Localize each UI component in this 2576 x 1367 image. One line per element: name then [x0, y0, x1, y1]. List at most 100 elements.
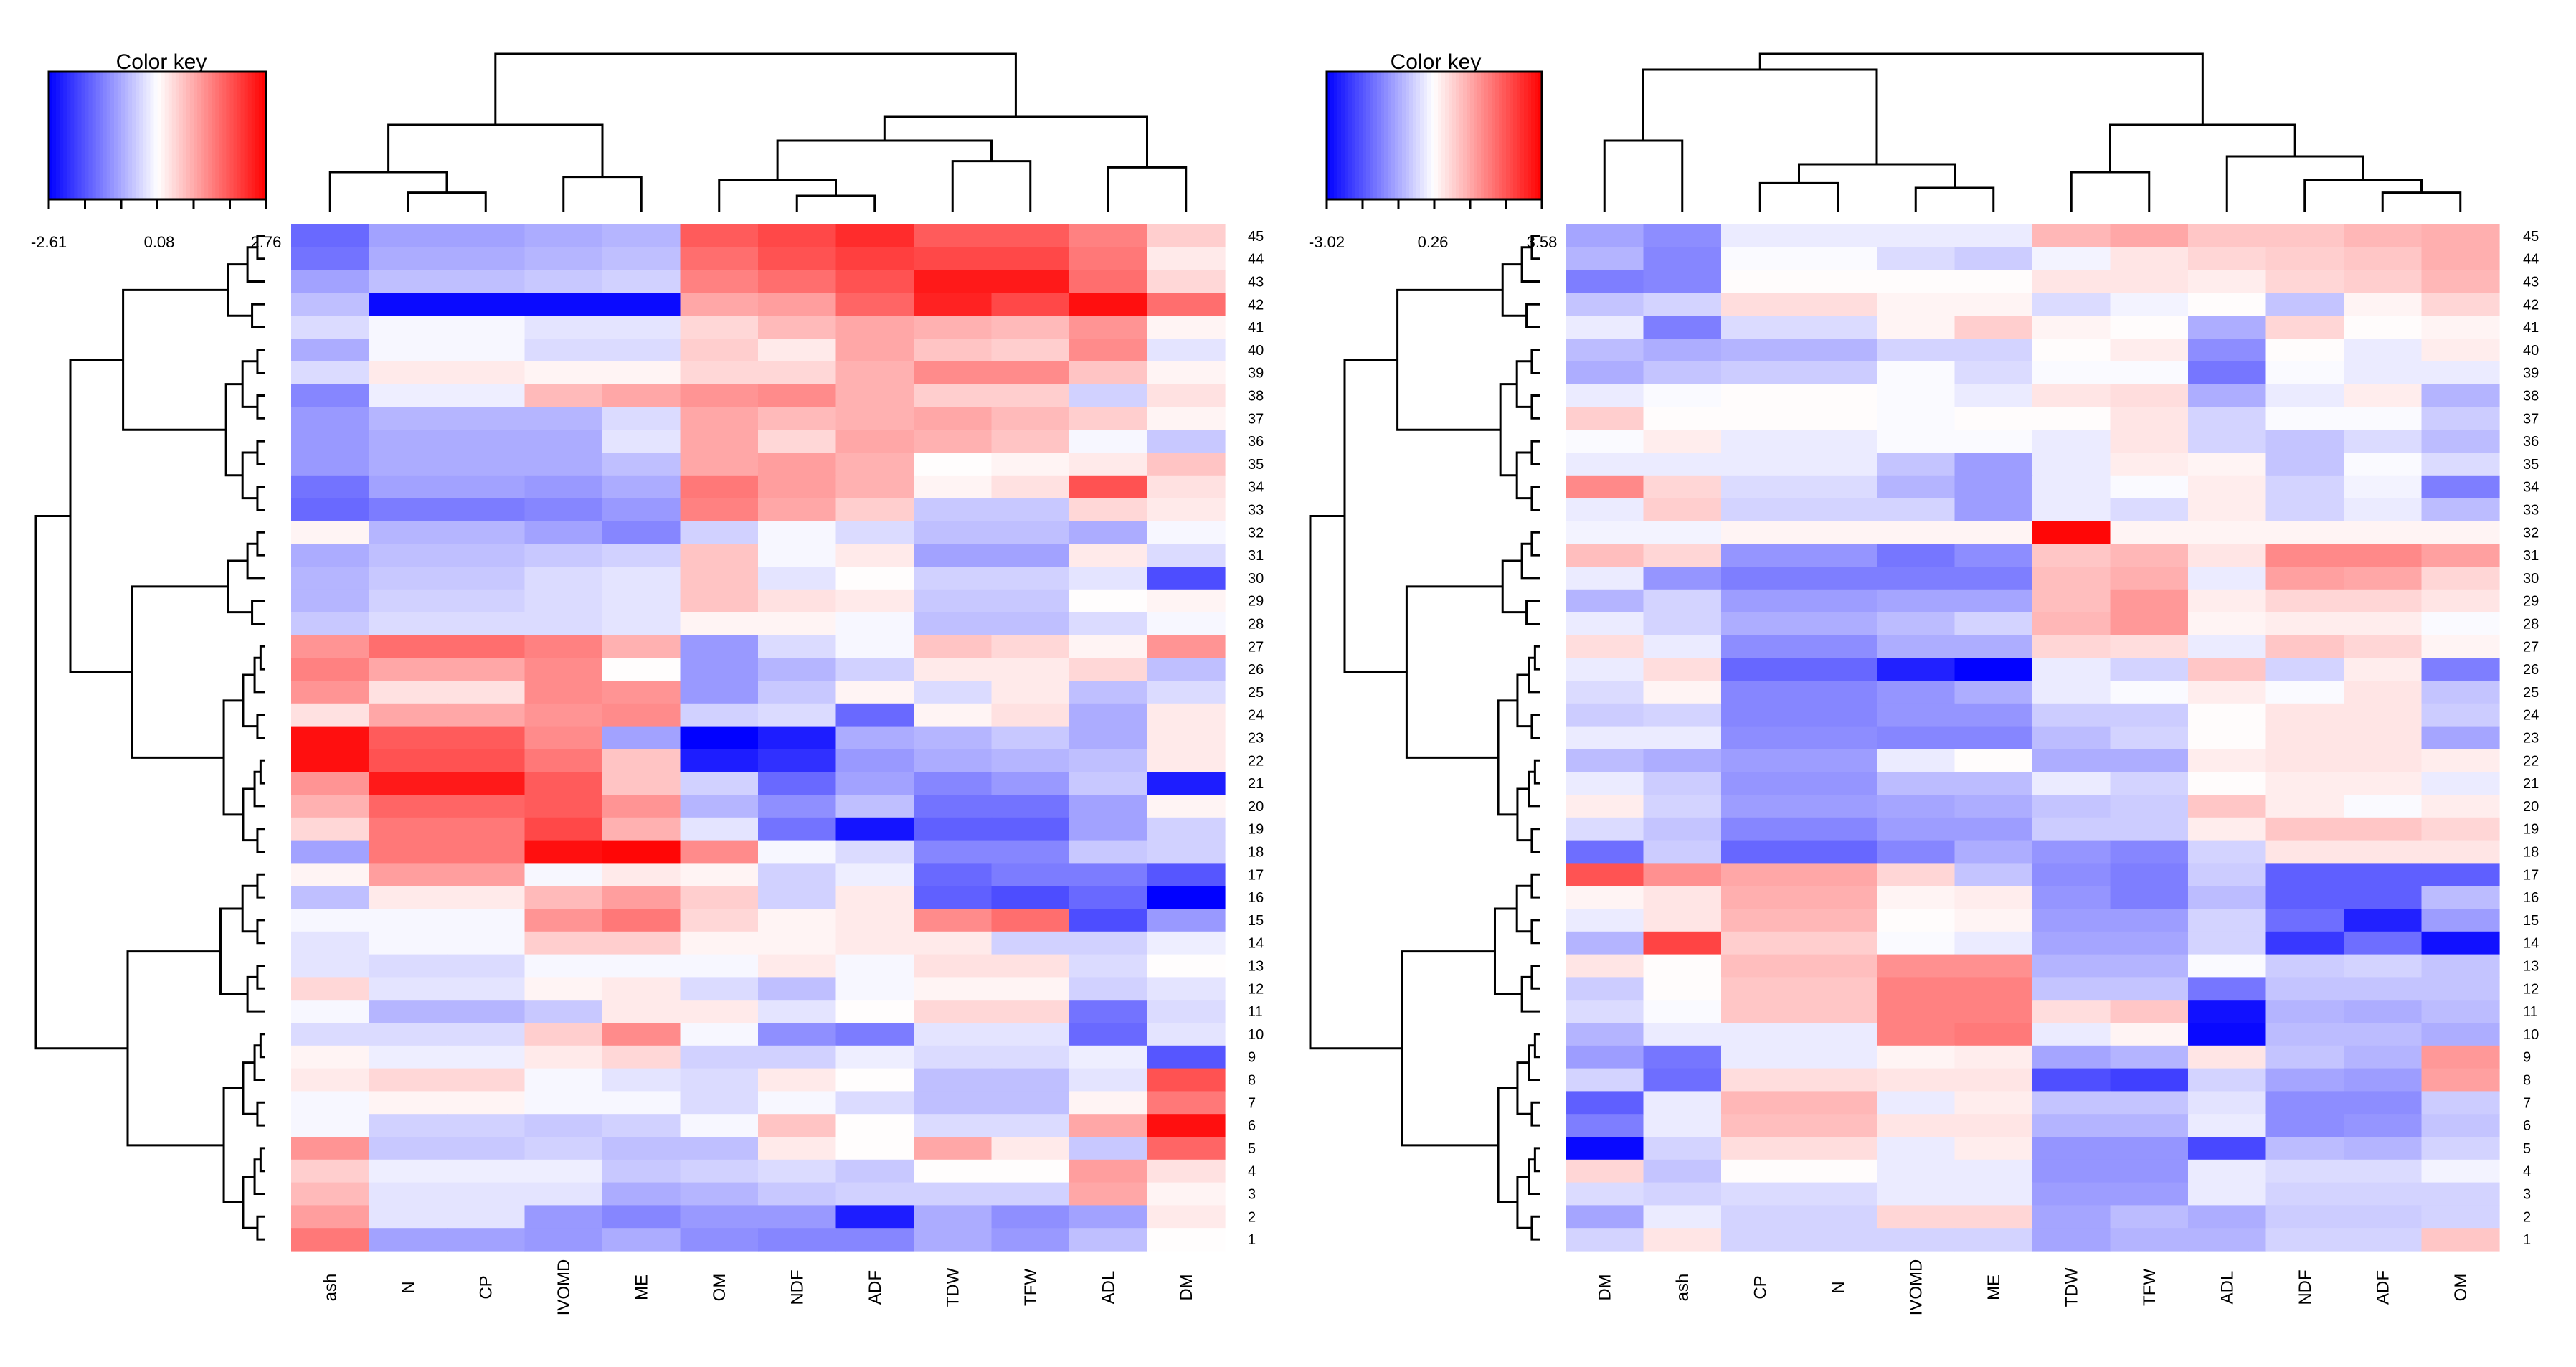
left-cell-r34-CP: [447, 475, 526, 499]
right-cell-r32-IVOMD: [1877, 521, 1956, 544]
right-cell-r29-ash: [1643, 589, 1722, 613]
left-row-dendrogram-branch: [222, 1087, 243, 1203]
left-cell-r38-CP: [447, 384, 526, 407]
left-cell-r41-ash: [291, 316, 370, 339]
left-cell-r16-IVOMD: [524, 886, 603, 909]
right-cell-r25-IVOMD: [1877, 681, 1956, 704]
right-cell-r7-ADL: [2188, 1091, 2267, 1115]
left-row-label: 27: [1248, 639, 1264, 655]
right-cell-r20-NDF: [2265, 795, 2344, 818]
right-row-label: 35: [2523, 457, 2539, 473]
left-cell-r11-ME: [602, 1000, 681, 1023]
right-cell-r16-N: [1799, 886, 1877, 909]
left-cell-r24-TDW: [914, 703, 993, 727]
left-cell-r18-IVOMD: [524, 840, 603, 864]
right-cell-r25-CP: [1721, 681, 1800, 704]
left-cell-r18-TFW: [991, 840, 1070, 864]
right-cell-r26-DM: [1566, 658, 1644, 681]
left-cell-r18-CP: [447, 840, 526, 864]
right-cell-r29-CP: [1721, 589, 1800, 613]
left-cell-r3-N: [369, 1182, 448, 1206]
left-cell-r31-IVOMD: [524, 544, 603, 567]
right-cell-r12-ME: [1954, 977, 2033, 1001]
left-cell-r7-ME: [602, 1091, 681, 1115]
right-cell-r2-IVOMD: [1877, 1205, 1956, 1229]
left-cell-r43-ADF: [835, 270, 914, 293]
right-cell-r6-TFW: [2110, 1114, 2189, 1137]
right-cell-r9-ash: [1643, 1045, 1722, 1069]
right-cell-r3-N: [1799, 1182, 1877, 1206]
right-cell-r14-IVOMD: [1877, 931, 1956, 955]
right-cell-r16-CP: [1721, 886, 1800, 909]
right-cell-r37-TFW: [2110, 407, 2189, 430]
left-cell-r11-CP: [447, 1000, 526, 1023]
left-cell-r2-ADF: [835, 1205, 914, 1229]
left-cell-r42-ME: [602, 293, 681, 316]
right-cell-r41-DM: [1566, 316, 1644, 339]
right-color-key-swatch: [1398, 72, 1403, 199]
left-cell-r9-N: [369, 1045, 448, 1069]
right-color-key-swatch: [1427, 72, 1431, 199]
left-cell-r17-ME: [602, 863, 681, 886]
right-cell-r18-OM: [2421, 840, 2500, 864]
left-cell-r16-OM: [680, 886, 759, 909]
left-color-key-swatch: [85, 72, 89, 199]
left-row-label: 29: [1248, 594, 1264, 610]
right-column-dendrogram-branch: [1798, 163, 1956, 188]
left-cell-r42-OM: [680, 293, 759, 316]
left-cell-r43-CP: [447, 270, 526, 293]
right-cell-r45-DM: [1566, 224, 1644, 248]
right-cell-r14-DM: [1566, 931, 1644, 955]
left-cell-r33-CP: [447, 498, 526, 521]
right-cell-r3-NDF: [2265, 1182, 2344, 1206]
right-cell-r26-TFW: [2110, 658, 2189, 681]
left-column-dendrogram-branch: [387, 123, 604, 177]
right-cell-r24-TFW: [2110, 703, 2189, 727]
left-color-key-swatch: [128, 72, 133, 199]
right-color-key-swatch: [1492, 72, 1496, 199]
right-cell-r8-N: [1799, 1068, 1877, 1092]
right-color-key-swatch: [1424, 72, 1428, 199]
right-cell-r31-ME: [1954, 544, 2033, 567]
right-row-label: 34: [2523, 480, 2539, 496]
right-row-label: 24: [2523, 708, 2539, 724]
left-row-dendrogram-branch: [256, 965, 265, 990]
right-row-label: 44: [2523, 252, 2539, 268]
left-cell-r33-ME: [602, 498, 681, 521]
right-cell-r4-ADL: [2188, 1159, 2267, 1183]
right-cell-r7-N: [1799, 1091, 1877, 1115]
right-cell-r28-NDF: [2265, 612, 2344, 635]
left-cell-r24-ADF: [835, 703, 914, 727]
right-cell-r31-DM: [1566, 544, 1644, 567]
left-cell-r20-OM: [680, 795, 759, 818]
right-cell-r38-ash: [1643, 384, 1722, 407]
right-cell-r18-ADF: [2344, 840, 2423, 864]
right-cell-r25-TDW: [2032, 681, 2111, 704]
right-cell-r13-ash: [1643, 954, 1722, 978]
left-cell-r39-TDW: [914, 361, 993, 385]
left-cell-r44-TFW: [991, 247, 1070, 271]
left-row-dendrogram-branch: [246, 542, 265, 580]
right-cell-r20-DM: [1566, 795, 1644, 818]
left-color-key-mid-label: 0.08: [144, 233, 175, 251]
right-color-key-swatch: [1441, 72, 1446, 199]
right-cell-r8-NDF: [2265, 1068, 2344, 1092]
left-row-label: 16: [1248, 890, 1264, 906]
left-color-key-swatch: [175, 72, 180, 199]
left-row-label: 21: [1248, 776, 1264, 792]
left-cell-r18-ADL: [1069, 840, 1148, 864]
left-cell-r21-ADF: [835, 772, 914, 795]
right-cell-r34-N: [1799, 475, 1877, 499]
right-cell-r5-OM: [2421, 1137, 2500, 1160]
left-cell-r31-ME: [602, 544, 681, 567]
left-cell-r4-ME: [602, 1159, 681, 1183]
right-cell-r26-IVOMD: [1877, 658, 1956, 681]
left-row-dendrogram-branch: [256, 919, 265, 945]
right-heatmap-cells: [1566, 224, 2500, 1252]
right-row-dendrogram-branch: [1401, 950, 1499, 1147]
left-cell-r27-N: [369, 635, 448, 658]
right-cell-r12-DM: [1566, 977, 1644, 1001]
right-row-dendrogram-branch: [1530, 531, 1540, 557]
right-cell-r23-TDW: [2032, 726, 2111, 749]
left-cell-r28-DM: [1147, 612, 1226, 635]
